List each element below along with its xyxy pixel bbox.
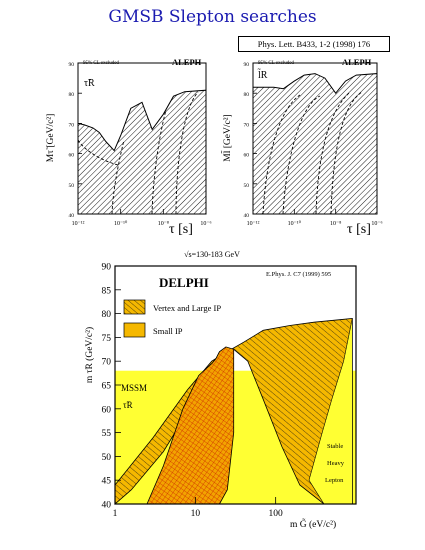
delphi-mssm-particle: τ̃R [123,400,133,410]
legend-swatch-vertex-ip [123,299,146,315]
y-tick-label: 55 [102,429,112,439]
y-tick-label: 40 [244,213,250,219]
aleph-stau-xlabel: τ [s] [169,222,193,237]
y-tick-label: 60 [244,153,250,159]
delphi-energy-label: √s=130-183 GeV [184,250,240,259]
reference-box: Phys. Lett. B433, 1-2 (1998) 176 [238,36,390,52]
delphi-panel: √s=130-183 GeV 40 45 50 55 60 65 70 75 80 85 90 1 1… [84,250,357,530]
slide-title: GMSB Slepton searches [108,7,317,27]
x-tick-label: 10 [191,509,201,519]
delphi-experiment: DELPHI [159,275,209,290]
x-tick-label: 10⁻¹² [247,221,260,227]
aleph-selectron-frame [252,62,378,215]
y-tick-label: 80 [69,92,75,98]
x-tick-label: 10⁻¹⁰ [114,220,128,227]
aleph-selectron-xlabel: τ [s] [347,222,371,237]
x-tick-label: 10⁻⁶ [371,221,382,227]
legend-label-vertex-ip: Vertex and Large IP [153,303,221,313]
y-tick-label: 85 [102,286,112,296]
aleph-selectron-experiment: ALEPH [342,57,372,67]
x-tick-label: 10⁻¹⁰ [288,220,302,227]
legend-swatch-small-ip [123,322,146,338]
delphi-xlabel: m G̃ (eV/c²) [290,517,336,530]
delphi-stable-label-2: Heavy [327,460,345,467]
y-tick-label: 60 [69,153,75,159]
y-tick-label: 80 [102,310,112,320]
x-tick-label: 1 [113,509,118,519]
aleph-stau-panel: 40 50 60 70 80 90 10⁻¹² 10⁻¹⁰ 10⁻⁸ 10⁻⁶ 95% CL e… [45,57,212,237]
y-tick-label: 40 [102,501,112,511]
y-tick-label: 50 [102,453,112,463]
y-tick-label: 70 [69,122,75,128]
aleph-selectron-ylabel: Ml̃ [GeV/c²] [220,114,233,161]
y-tick-label: 50 [69,183,75,189]
x-tick-label: 10⁻⁶ [200,221,211,227]
y-tick-label: 90 [244,62,250,68]
legend-label-small-ip: Small IP [153,326,183,336]
y-tick-label: 50 [244,183,250,189]
y-tick-label: 65 [102,382,112,392]
aleph-stau-contours [77,91,199,215]
y-tick-label: 70 [102,358,112,368]
y-tick-label: 90 [69,62,75,68]
aleph-selectron-excluded-region [252,73,378,215]
y-tick-label: 75 [102,334,112,344]
x-tick-label: 10⁻⁸ [330,221,341,227]
aleph-stau-excluded-region [77,89,207,215]
aleph-stau-cl-note: 95% CL excluded [83,61,119,66]
aleph-stau-frame [77,62,207,215]
y-tick-label: 45 [102,477,112,487]
y-tick-label: 60 [102,405,112,415]
x-tick-label: 100 [269,509,284,519]
delphi-reference: E.Phys. J. C7 (1999) 595 [266,271,331,278]
y-tick-label: 80 [244,92,250,98]
delphi-stable-label-1: Stable [327,443,343,450]
aleph-selectron-panel: 40 50 60 70 80 90 10⁻¹² 10⁻¹⁰ 10⁻⁸ 10⁻⁶ 95% CL e… [220,57,383,237]
x-tick-label: 10⁻⁸ [158,221,169,227]
aleph-selectron-cl-note: 95% CL excluded [258,61,294,66]
delphi-stable-label-3: Lepton [325,477,344,484]
aleph-stau-ylabel: Mτ̃ [GeV/c²] [45,114,56,163]
aleph-selectron-contours [262,91,363,215]
delphi-ylabel: m τ̃R (GeV/c²) [84,327,95,383]
delphi-mssm-label: MSSM [121,383,147,393]
aleph-stau-particle: τ̃R [84,78,95,89]
y-tick-label: 70 [244,122,250,128]
aleph-selectron-particle: l̃R [258,68,268,81]
x-tick-label: 10⁻¹² [72,221,85,227]
aleph-stau-experiment: ALEPH [172,57,202,67]
y-tick-label: 90 [102,263,112,273]
y-tick-label: 40 [69,213,75,219]
